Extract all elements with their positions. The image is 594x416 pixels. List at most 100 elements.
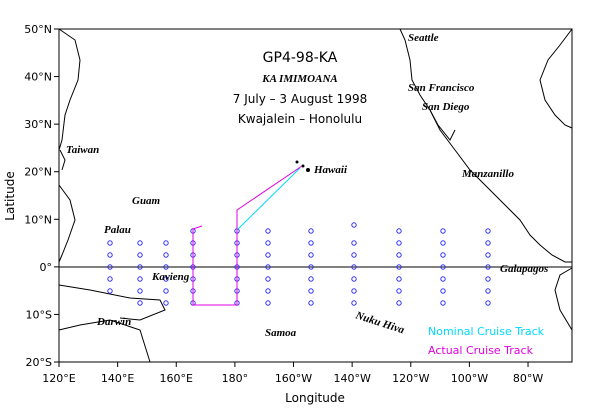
axes: 120°E 140°E 160°E 180° 160°W 140°W 120°W 100°W 8… bbox=[24, 23, 543, 385]
x-tick-label: 180° bbox=[222, 372, 249, 385]
station bbox=[265, 264, 271, 270]
station bbox=[107, 240, 113, 246]
station bbox=[137, 300, 143, 306]
station bbox=[265, 240, 271, 246]
x-tick-label: 160°E bbox=[160, 372, 193, 385]
x-tick-label: 100°W bbox=[451, 372, 488, 385]
place: Kavieng bbox=[151, 271, 190, 283]
station bbox=[485, 240, 491, 246]
station bbox=[396, 264, 402, 270]
y-tick-label: 50°N bbox=[24, 23, 52, 36]
station bbox=[351, 276, 357, 282]
station bbox=[163, 240, 169, 246]
station bbox=[265, 288, 271, 294]
ship: KA IMIMOANA bbox=[261, 73, 338, 85]
place: Hawaii bbox=[313, 164, 348, 176]
y-tick-label: 10°S bbox=[26, 308, 52, 321]
x-tick-label: 120°E bbox=[42, 372, 75, 385]
station bbox=[396, 276, 402, 282]
place: Guam bbox=[132, 195, 161, 207]
station bbox=[265, 300, 271, 306]
station bbox=[107, 276, 113, 282]
legend-actual: Actual Cruise Track bbox=[428, 344, 534, 357]
station bbox=[351, 222, 357, 228]
station bbox=[396, 240, 402, 246]
place: Galapagos bbox=[500, 263, 548, 275]
station bbox=[163, 288, 169, 294]
x-tick-label: 140°E bbox=[101, 372, 134, 385]
station bbox=[163, 252, 169, 258]
station bbox=[163, 264, 169, 270]
y-tick-label: 0° bbox=[40, 261, 53, 274]
x-tick-label: 80°W bbox=[513, 372, 543, 385]
station bbox=[137, 288, 143, 294]
station bbox=[485, 228, 491, 234]
station bbox=[440, 276, 446, 282]
station bbox=[396, 288, 402, 294]
station bbox=[308, 240, 314, 246]
stations bbox=[107, 222, 491, 306]
station bbox=[440, 240, 446, 246]
station bbox=[308, 228, 314, 234]
place: Samoa bbox=[265, 327, 297, 339]
station bbox=[351, 264, 357, 270]
map-frame bbox=[58, 28, 573, 363]
station bbox=[440, 264, 446, 270]
station bbox=[351, 252, 357, 258]
y-tick-label: 20°S bbox=[26, 356, 52, 369]
station bbox=[485, 276, 491, 282]
station bbox=[308, 264, 314, 270]
station bbox=[440, 252, 446, 258]
station bbox=[440, 300, 446, 306]
actual-track bbox=[192, 165, 303, 306]
y-tick-label: 30°N bbox=[24, 118, 52, 131]
station bbox=[107, 288, 113, 294]
station bbox=[485, 288, 491, 294]
place: San Francisco bbox=[408, 82, 475, 94]
dates: 7 July – 3 August 1998 bbox=[233, 92, 367, 106]
place: Palau bbox=[104, 224, 131, 236]
title-block: GP4-98-KA KA IMIMOANA 7 July – 3 August … bbox=[233, 50, 367, 126]
station bbox=[107, 252, 113, 258]
place: Taiwan bbox=[66, 144, 99, 156]
station bbox=[351, 240, 357, 246]
place: Seattle bbox=[408, 32, 439, 44]
station bbox=[485, 264, 491, 270]
station bbox=[137, 252, 143, 258]
station bbox=[396, 300, 402, 306]
title: GP4-98-KA bbox=[263, 50, 338, 66]
hawaii bbox=[295, 160, 310, 172]
station bbox=[440, 288, 446, 294]
y-tick-label: 20°N bbox=[24, 166, 52, 179]
x-tick-label: 120°W bbox=[392, 372, 429, 385]
station bbox=[440, 228, 446, 234]
place: Manzanillo bbox=[461, 168, 514, 180]
place: Nuku Hiva bbox=[353, 309, 406, 336]
station bbox=[163, 300, 169, 306]
route: Kwajalein – Honolulu bbox=[238, 112, 362, 126]
coastlines bbox=[58, 28, 573, 363]
station bbox=[308, 276, 314, 282]
station bbox=[137, 240, 143, 246]
station bbox=[137, 276, 143, 282]
station bbox=[396, 252, 402, 258]
station bbox=[396, 228, 402, 234]
legend-nominal: Nominal Cruise Track bbox=[428, 325, 545, 338]
place: Darwin bbox=[96, 316, 131, 328]
y-tick-label: 10°N bbox=[24, 213, 52, 226]
station bbox=[163, 276, 169, 282]
x-tick-label: 140°W bbox=[333, 372, 370, 385]
x-axis-title: Longitude bbox=[285, 391, 345, 405]
station bbox=[485, 252, 491, 258]
y-tick-label: 40°N bbox=[24, 71, 52, 84]
station bbox=[351, 300, 357, 306]
place-labels: Seattle San Francisco San Diego Taiwan H… bbox=[66, 32, 548, 339]
place: San Diego bbox=[422, 101, 470, 113]
station bbox=[351, 288, 357, 294]
y-axis-title: Latitude bbox=[3, 171, 17, 220]
station bbox=[265, 252, 271, 258]
station bbox=[308, 288, 314, 294]
station bbox=[265, 228, 271, 234]
station bbox=[485, 300, 491, 306]
